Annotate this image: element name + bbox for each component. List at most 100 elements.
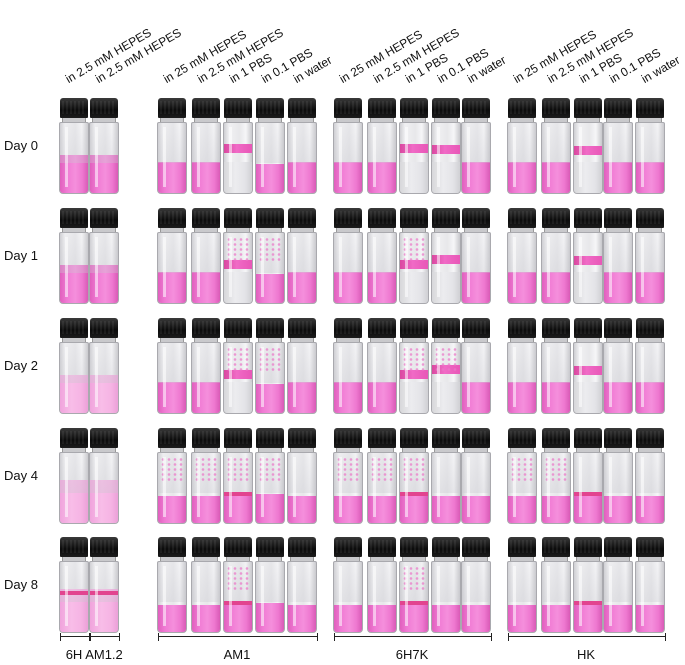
glass-reflection xyxy=(609,347,612,407)
vial-glass xyxy=(573,452,603,524)
vial xyxy=(367,208,397,304)
solution xyxy=(542,162,570,193)
vial-panel xyxy=(56,208,122,306)
vial-cap xyxy=(574,537,602,557)
vial-neck xyxy=(336,557,360,562)
vial-neck xyxy=(510,557,534,562)
solution xyxy=(158,382,186,413)
headspace xyxy=(432,562,460,602)
precipitate-band xyxy=(400,369,428,379)
glass-reflection xyxy=(163,237,166,297)
solution xyxy=(400,496,428,523)
vial xyxy=(635,428,665,524)
vial-glass xyxy=(223,342,253,414)
solution xyxy=(432,271,460,303)
solution xyxy=(462,272,490,303)
vial xyxy=(255,428,285,524)
solution xyxy=(224,496,252,523)
vial-cap xyxy=(256,537,284,557)
vial xyxy=(223,318,253,414)
glass-reflection xyxy=(579,457,582,517)
solution xyxy=(158,605,186,632)
vial-cap xyxy=(542,98,570,118)
vial-cap xyxy=(508,98,536,118)
vial-cap xyxy=(542,318,570,338)
precipitate-band xyxy=(224,600,252,605)
solution xyxy=(604,162,632,193)
vial-glass xyxy=(573,232,603,304)
group-label: AM1 xyxy=(223,647,251,662)
vial xyxy=(399,98,429,194)
vial-neck xyxy=(194,118,218,123)
glass-reflection xyxy=(293,237,296,297)
vial-glass xyxy=(333,122,363,194)
vial-glass xyxy=(431,342,461,414)
headspace xyxy=(604,233,632,273)
headspace xyxy=(542,233,570,273)
solution xyxy=(508,496,536,523)
vial xyxy=(431,208,461,304)
vial-cap xyxy=(60,208,88,228)
vial-cap xyxy=(90,208,118,228)
vial-glass xyxy=(333,232,363,304)
vial-glass xyxy=(603,122,633,194)
vial xyxy=(399,318,429,414)
vial-neck xyxy=(160,448,184,453)
precipitate-band xyxy=(90,591,118,596)
glass-reflection xyxy=(547,347,550,407)
vial xyxy=(431,428,461,524)
vial-glass xyxy=(157,342,187,414)
precipitate-band xyxy=(574,256,602,266)
vial-neck xyxy=(92,448,116,453)
vial-cap xyxy=(192,318,220,338)
glass-reflection xyxy=(609,566,612,626)
vial-cap xyxy=(542,537,570,557)
headspace xyxy=(90,233,118,273)
vial-cap xyxy=(432,318,460,338)
vial-cap xyxy=(462,537,490,557)
solution xyxy=(256,163,284,193)
vial-panel xyxy=(330,428,494,526)
vial-glass xyxy=(461,452,491,524)
vial-glass xyxy=(287,232,317,304)
vial-cap xyxy=(334,537,362,557)
headspace xyxy=(288,123,316,163)
vial-neck xyxy=(638,118,662,123)
vial-neck xyxy=(62,338,86,343)
glass-reflection xyxy=(467,566,470,626)
solution xyxy=(604,496,632,523)
vial xyxy=(431,537,461,633)
solution xyxy=(636,605,664,632)
vial-neck xyxy=(290,228,314,233)
solution xyxy=(574,605,602,632)
vial-glass xyxy=(223,122,253,194)
precipitate-band xyxy=(400,491,428,496)
vial xyxy=(333,98,363,194)
precipitate-band xyxy=(224,369,252,379)
vial-cap xyxy=(224,98,252,118)
vial-cap xyxy=(60,98,88,118)
vial-glass xyxy=(59,452,89,524)
vial-neck xyxy=(510,118,534,123)
solution xyxy=(224,381,252,413)
vial-neck xyxy=(290,448,314,453)
solution xyxy=(574,271,602,303)
solution xyxy=(400,381,428,413)
vial-neck xyxy=(434,118,458,123)
vial-glass xyxy=(89,452,119,524)
headspace xyxy=(368,343,396,383)
vial-neck xyxy=(638,557,662,562)
glass-reflection xyxy=(579,347,582,407)
solution xyxy=(508,272,536,303)
vial xyxy=(367,98,397,194)
precipitate-band xyxy=(574,491,602,496)
vial-panel xyxy=(56,537,122,635)
headspace xyxy=(288,562,316,602)
vial-glass xyxy=(191,561,221,633)
vial-neck xyxy=(576,557,600,562)
vial-glass xyxy=(59,122,89,194)
vial-neck xyxy=(290,338,314,343)
solution xyxy=(604,382,632,413)
solution xyxy=(288,382,316,413)
vial-cap xyxy=(288,318,316,338)
